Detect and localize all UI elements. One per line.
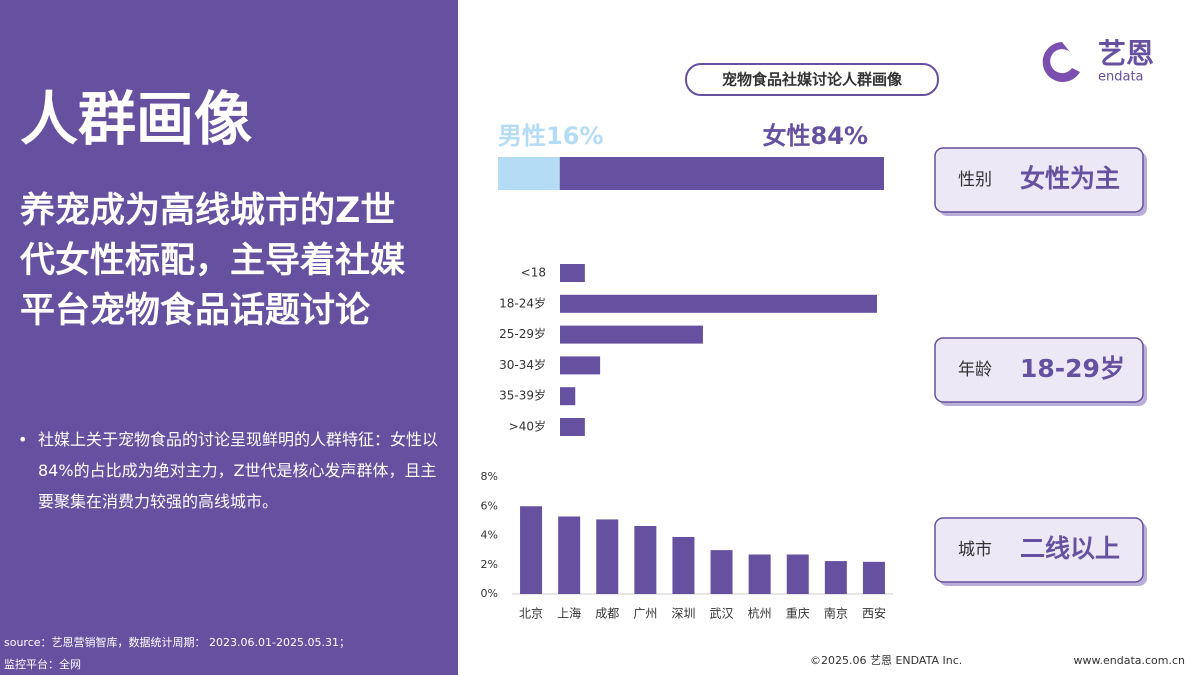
- bar: [862, 561, 885, 594]
- bar: [710, 550, 733, 594]
- tag-value: 18-29岁: [1020, 354, 1125, 383]
- page-title: 人群画像: [20, 85, 253, 153]
- x-tick-label: 杭州: [748, 606, 772, 621]
- bullet-dot: •: [18, 430, 28, 449]
- category-label: 25-29岁: [499, 326, 546, 341]
- y-tick-label: 2%: [481, 558, 498, 571]
- bar: [824, 561, 847, 594]
- y-tick-label: 4%: [481, 529, 498, 542]
- bar: [520, 506, 543, 594]
- left-panel: 人群画像 养宠成为高线城市的Z世代女性标配，主导着社媒平台宠物食品话题讨论 • …: [0, 0, 458, 675]
- section-title: 宠物食品社媒讨论人群画像: [722, 71, 903, 89]
- x-tick-label: 成都: [595, 607, 619, 621]
- category-label: 35-39岁: [499, 388, 546, 403]
- tag-value: 二线以上: [1020, 534, 1120, 563]
- category-label: >40岁: [509, 419, 546, 434]
- website: www.endata.com.cn: [1074, 654, 1186, 667]
- tag-label: 性别: [958, 170, 992, 190]
- logo-brand: endata: [1098, 70, 1144, 85]
- x-tick-label: 北京: [519, 607, 543, 621]
- logo-name: 艺恩: [1098, 37, 1154, 70]
- x-tick-label: 武汉: [710, 607, 734, 621]
- bar: [560, 356, 601, 375]
- bar: [558, 516, 581, 594]
- logo-mark: [1042, 42, 1080, 82]
- bar-segment: [498, 157, 560, 190]
- bar: [560, 418, 585, 436]
- x-tick-label: 重庆: [786, 607, 810, 621]
- x-tick-label: 广州: [633, 607, 657, 621]
- copyright: ©2025.06 艺恩 ENDATA Inc.: [810, 654, 962, 667]
- y-tick-label: 6%: [481, 499, 498, 512]
- category-label: <18: [521, 266, 546, 280]
- category-label: 30-34岁: [499, 357, 546, 372]
- x-tick-label: 南京: [824, 606, 848, 621]
- platform: 监控平台：全网: [4, 658, 81, 671]
- tag-box: [934, 147, 1144, 213]
- category-label: 18-24岁: [499, 295, 546, 310]
- bar: [786, 554, 809, 594]
- y-tick-label: 0%: [481, 587, 498, 600]
- tag-value: 女性为主: [1020, 164, 1120, 193]
- tag-box: [934, 517, 1144, 583]
- value-label: 男性16%: [498, 122, 603, 150]
- x-tick-label: 深圳: [671, 607, 695, 621]
- bar: [634, 525, 657, 594]
- tag-box: [934, 337, 1144, 403]
- bar-segment: [559, 157, 884, 190]
- bar: [560, 264, 585, 282]
- tag-label: 年龄: [958, 360, 992, 380]
- bar: [560, 325, 703, 344]
- bar: [560, 294, 877, 313]
- tag-label: 城市: [958, 540, 992, 560]
- bar: [596, 519, 619, 594]
- section-pill: [685, 63, 939, 96]
- x-tick-label: 上海: [557, 606, 581, 621]
- bullet-text: 社媒上关于宠物食品的讨论呈现鲜明的人群特征：女性以84%的占比成为绝对主力，Z世…: [38, 430, 439, 511]
- headline: 养宠成为高线城市的Z世代女性标配，主导着社媒平台宠物食品话题讨论: [20, 191, 406, 331]
- value-label: 女性84%: [763, 122, 868, 150]
- source: source：艺恩营销智库，数据统计周期： 2023.06.01-2025.05…: [4, 636, 350, 649]
- y-tick-label: 8%: [481, 470, 498, 483]
- bar: [748, 554, 771, 594]
- bar: [560, 387, 576, 406]
- x-tick-label: 西安: [862, 606, 886, 621]
- bar: [672, 536, 695, 594]
